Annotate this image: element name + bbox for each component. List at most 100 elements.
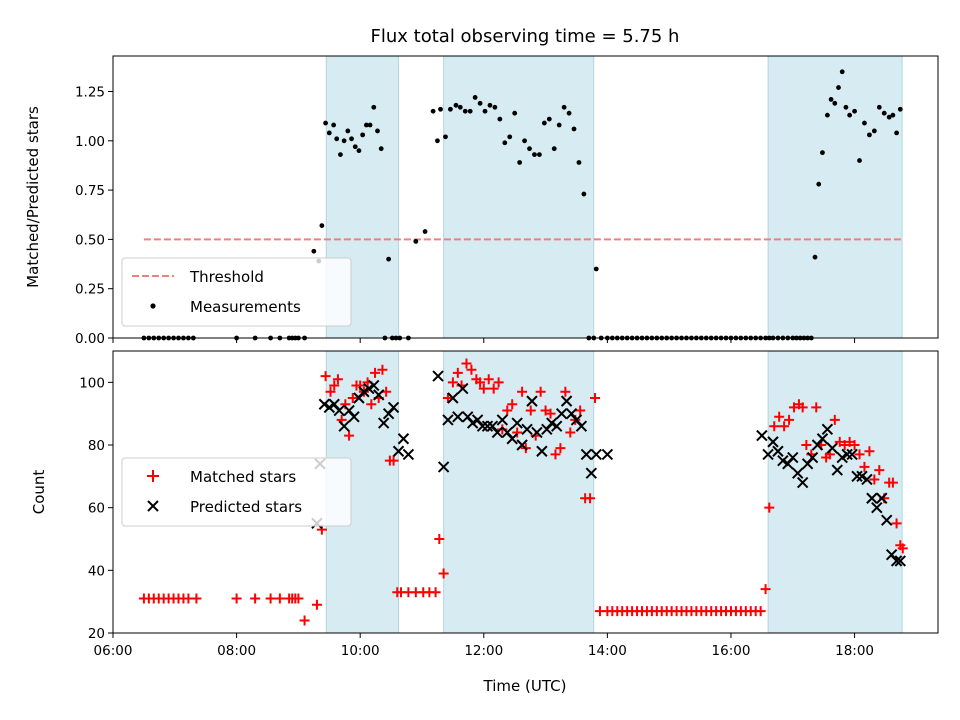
matched-point [854,449,865,460]
y-tick-label: 0.25 [75,282,105,298]
measurement-point [820,150,825,156]
measurement-point [462,108,468,114]
predicted-point [387,401,400,414]
predicted-point [772,445,784,457]
measurement-point [571,126,577,132]
y-tick-label: 100 [79,375,105,391]
measurement-point [832,100,838,106]
predicted-point [511,417,523,429]
matched-point [545,408,556,419]
matched-point [325,386,336,397]
matched-point [388,455,399,466]
matched-point [525,405,536,416]
matched-point [555,443,566,454]
predicted-point [402,448,415,461]
matched-point [430,587,441,598]
x-tick-label: 06:00 [94,643,133,659]
predicted-point [841,448,853,461]
observing-window-2 [767,350,903,634]
measurement-point [824,112,830,118]
x-tick-label: 18:00 [835,643,874,659]
predicted-point [560,395,573,407]
predicted-point [590,448,602,461]
predicted-point [491,426,504,439]
matched-point [250,593,261,604]
ratio-panel: 0.00 0.25 0.50 0.75 1.00 1.25 Matched/Predict… [24,55,939,347]
predicted-point [521,423,533,436]
y-tick-label: 20 [88,626,105,642]
measurement-point [527,146,532,152]
predicted-point [555,407,568,420]
measurement-point [435,138,440,144]
predicted-point [516,439,528,451]
predicted-point [821,423,834,436]
measurement-point [492,104,498,110]
measurement-point [360,132,366,138]
matched-point [517,386,528,397]
matched-point [829,414,840,425]
measurement-point [375,128,380,134]
measurement-point [497,116,503,122]
predicted-point [866,492,878,504]
matched-point [442,393,453,403]
predicted-point [762,448,774,461]
x-tick-label: 14:00 [588,643,627,659]
measurement-point [828,96,834,102]
x-axis-label: Time (UTC) [483,677,567,695]
count-axes-frame [112,350,939,634]
measurement-point [356,148,362,154]
measurement-point [338,152,343,158]
measurement-point [551,146,557,152]
count-y-ticks: 20 40 60 80 100 [79,375,113,642]
matched-point [332,374,343,385]
predicted-point [756,429,768,442]
legend-threshold-label: Threshold [189,268,264,286]
predicted-point [585,467,598,479]
matched-point [377,364,388,375]
matched-point [891,518,902,529]
matched-point [447,377,458,388]
measurement-point [561,104,567,110]
measurement-point [457,104,463,110]
predicted-point [496,414,509,426]
matched-point [320,371,331,382]
predicted-point [348,411,360,423]
matched-point [811,402,822,413]
measurement-point [894,130,899,136]
matched-point [512,427,523,438]
predicted-point [846,448,858,461]
matched-point [801,440,812,450]
ratio-legend-box [121,257,352,327]
matched-point [497,424,508,435]
measurement-point [839,69,845,75]
measurement-point [443,134,448,140]
predicted-point [767,436,779,448]
measurement-point [843,104,849,110]
measurement-point [522,138,527,144]
measurement-point [453,102,459,108]
matched-point [887,477,898,488]
predicted-point [551,420,563,432]
matched-point [859,461,870,472]
predicted-point [816,433,829,445]
matched-point [764,502,775,513]
predicted-point [333,404,345,417]
y-tick-label: 80 [88,438,105,454]
predicted-point [392,445,405,457]
predicted-point [452,411,464,423]
ratio-axes-frame [112,55,939,339]
matched-point [299,615,310,626]
measurement-point [897,106,903,112]
matched-point [560,386,571,397]
ratio-y-axis-label: Matched/Predicted stars [24,106,42,288]
predicted-point [861,473,873,486]
predicted-point [526,395,538,407]
measurement-point [438,106,443,112]
matched-point [434,534,445,544]
measurement-point [507,134,513,140]
count-y-axis-label: Count [30,470,48,515]
matched-point [191,593,202,604]
matched-point [849,440,860,450]
predicted-point [368,379,380,392]
matched-point [493,377,504,388]
